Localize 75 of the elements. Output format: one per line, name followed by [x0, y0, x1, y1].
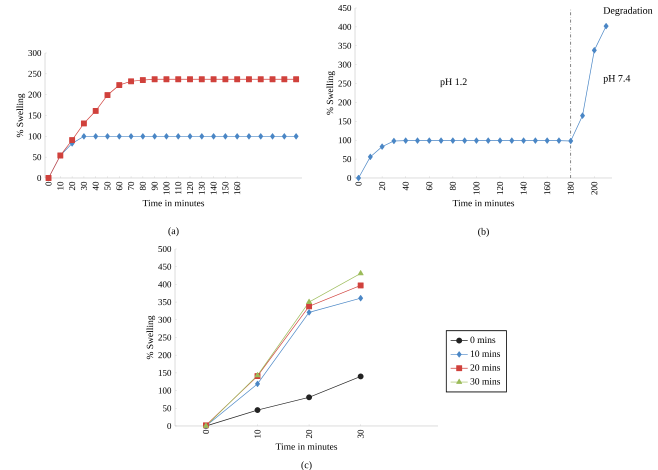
- text: (c): [301, 461, 312, 470]
- x-tick-label: 120: [186, 182, 194, 194]
- x-tick-label: 40: [92, 182, 99, 190]
- legend-label: 0 mins: [470, 336, 496, 344]
- x-tick-label: 0: [46, 182, 52, 186]
- x-axis-title: Time in minutes: [276, 443, 338, 450]
- y-tick-label: 0: [167, 422, 172, 430]
- x-axis-title: Time in minutes: [142, 200, 204, 206]
- y-tick-label: 400: [338, 24, 352, 30]
- y-tick-label: 350: [338, 42, 352, 49]
- text: (b): [478, 228, 489, 237]
- y-tick-label: 300: [28, 50, 42, 56]
- y-tick-label: 250: [338, 80, 352, 87]
- y-tick-label: 450: [338, 4, 352, 12]
- text: (a): [168, 227, 179, 236]
- x-tick-label: 110: [175, 182, 182, 194]
- y-tick-label: 150: [338, 118, 352, 124]
- y-tick-label: 50: [342, 156, 352, 162]
- y-tick-label: 400: [158, 281, 172, 288]
- y-tick-label: 150: [28, 112, 42, 119]
- y-tick-label: 300: [158, 316, 172, 323]
- x-tick-label: 160: [544, 182, 550, 194]
- x-tick-label: 60: [116, 182, 122, 190]
- y-tick-label: 200: [158, 352, 172, 358]
- x-tick-label: 10: [254, 430, 261, 438]
- x-tick-label: 20: [379, 182, 386, 190]
- x-tick-label: 160: [234, 182, 240, 194]
- x-tick-label: 60: [426, 182, 432, 190]
- annotation: pH 7.4: [603, 75, 630, 84]
- x-tick-label: 200: [591, 182, 598, 195]
- y-axis-title: % Swelling: [326, 71, 336, 115]
- x-tick-label: 0: [356, 182, 362, 186]
- x-tick-label: 30: [358, 430, 364, 438]
- legend-label: 30 mins: [470, 378, 500, 385]
- x-tick-label: 130: [198, 182, 205, 194]
- x-tick-label: 50: [104, 182, 111, 190]
- x-tick-label: 70: [128, 182, 134, 190]
- x-tick-label: 20: [306, 430, 312, 438]
- x-tick-label: 90: [152, 182, 158, 190]
- y-tick-label: 250: [28, 70, 42, 77]
- x-tick-label: 10: [57, 182, 64, 190]
- y-tick-label: 100: [28, 133, 42, 140]
- y-tick-label: 50: [162, 405, 172, 412]
- legend-label: 10 mins: [470, 350, 500, 357]
- y-axis-title: % Swelling: [16, 94, 26, 138]
- y-tick-label: 50: [32, 154, 42, 160]
- y-tick-label: 250: [158, 334, 172, 341]
- x-axis-title: Time in minutes: [452, 200, 514, 206]
- y-axis-title: % Swelling: [146, 316, 156, 360]
- y-tick-label: 450: [158, 264, 172, 270]
- y-tick-label: 100: [338, 137, 352, 144]
- y-tick-label: 0: [37, 174, 42, 182]
- legend-label: 20 mins: [470, 364, 500, 371]
- y-tick-label: 150: [158, 370, 172, 376]
- y-tick-label: 300: [338, 62, 352, 68]
- x-tick-label: 80: [450, 182, 456, 190]
- x-tick-label: 120: [496, 182, 504, 194]
- x-tick-label: 20: [69, 182, 76, 190]
- x-tick-label: 140: [520, 182, 527, 194]
- annotation: pH 1.2: [440, 78, 467, 88]
- x-tick-label: 180: [568, 182, 574, 194]
- x-tick-label: 40: [402, 182, 409, 190]
- x-tick-label: 150: [222, 182, 228, 194]
- x-tick-label: 0: [202, 430, 209, 434]
- y-tick-label: 100: [158, 388, 172, 394]
- y-tick-label: 350: [158, 299, 172, 306]
- y-tick-label: 200: [338, 99, 352, 106]
- x-tick-label: 80: [140, 182, 146, 190]
- x-tick-label: 140: [210, 182, 217, 194]
- y-tick-label: 500: [158, 246, 172, 252]
- y-tick-label: 200: [28, 92, 42, 98]
- annotation: Degradation: [603, 6, 652, 16]
- x-tick-label: 100: [473, 182, 480, 194]
- y-tick-label: 0: [347, 174, 352, 182]
- x-tick-label: 30: [80, 182, 87, 190]
